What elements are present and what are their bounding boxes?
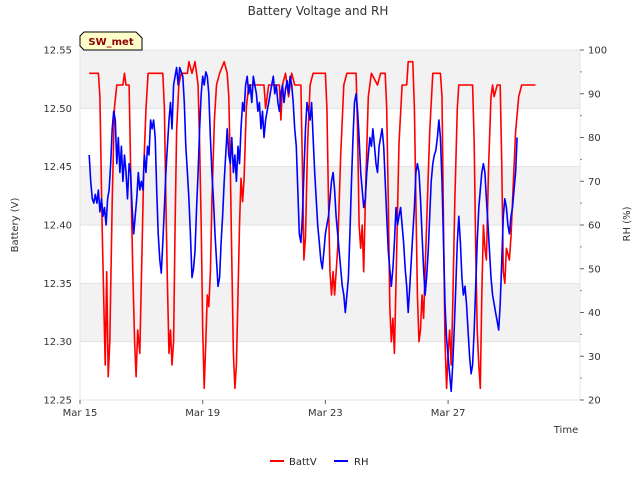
left-tick-label: 12.35 <box>43 279 72 290</box>
right-tick-label: 100 <box>588 46 607 57</box>
legend-rh-label: RH <box>354 457 368 468</box>
right-tick-label: 30 <box>588 352 601 363</box>
right-tick-label: 50 <box>588 264 601 275</box>
x-axis-ticks: Mar 15 Mar 19 Mar 23 Mar 27 <box>63 400 466 419</box>
site-label-badge: SW_met <box>79 31 143 51</box>
right-tick-label: 60 <box>588 221 601 232</box>
x-axis-label: Time <box>553 425 578 436</box>
series-line-battv <box>89 60 536 390</box>
left-tick-label: 12.45 <box>43 162 72 173</box>
left-tick-label: 12.40 <box>43 221 72 232</box>
right-tick-label: 20 <box>588 396 601 407</box>
x-tick-label: Mar 27 <box>431 408 466 419</box>
legend-battv-label: BattV <box>289 457 317 468</box>
site-label: SW_met <box>88 37 133 48</box>
series-layer <box>88 60 536 393</box>
left-tick-label: 12.55 <box>43 46 72 57</box>
site-label-box <box>79 31 143 51</box>
left-axis-ticks: 12.25 12.30 12.35 12.40 12.45 12.50 12.55 <box>43 46 72 407</box>
legend: BattV RH <box>270 457 368 468</box>
left-axis-label: Battery (V) <box>10 197 21 252</box>
right-tick-label: 70 <box>588 177 601 188</box>
left-tick-label: 12.50 <box>43 104 72 115</box>
x-tick-label: Mar 15 <box>63 408 98 419</box>
right-tick-label: 40 <box>588 308 601 319</box>
left-tick-label: 12.25 <box>43 396 72 407</box>
x-tick-label: Mar 19 <box>185 408 220 419</box>
x-tick-label: Mar 23 <box>308 408 343 419</box>
background-band <box>80 50 580 109</box>
series-line-rh <box>88 66 518 393</box>
right-tick-label: 80 <box>588 133 601 144</box>
right-axis-ticks: 20 30 40 50 60 70 80 90 100 <box>580 46 607 407</box>
left-tick-label: 12.30 <box>43 337 72 348</box>
right-axis-label: RH (%) <box>622 206 633 241</box>
chart-title: Battery Voltage and RH <box>248 4 389 18</box>
right-tick-label: 90 <box>588 89 601 100</box>
background-band <box>80 283 580 342</box>
